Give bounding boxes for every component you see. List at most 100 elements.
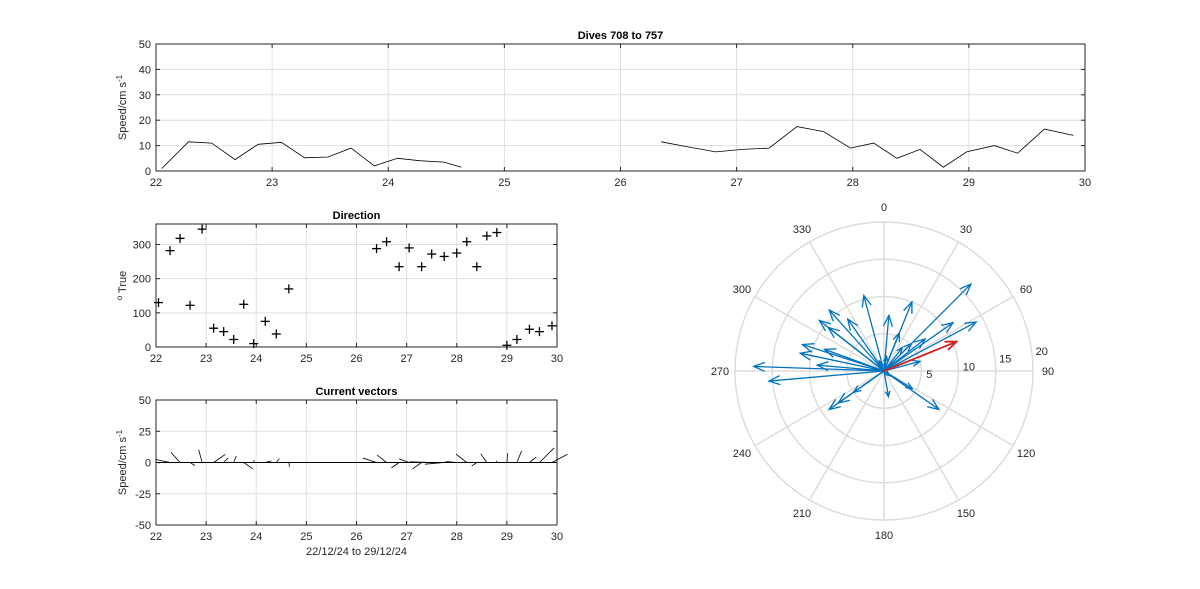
current-vector-stick — [516, 450, 522, 463]
speed-time-axes: 22 23 24 25 26 27 28 29 30 0 10 20 30 40 50 Dives 708 t… — [115, 30, 1091, 189]
current-arrow-shaft — [853, 370, 885, 393]
current-arrow-head — [798, 350, 813, 361]
direction-point — [502, 340, 512, 350]
r-tick-label: 5 — [926, 369, 932, 381]
current-arrow-shaft — [878, 360, 885, 372]
x-tick-label: 24 — [382, 177, 394, 189]
current-arrow-head — [941, 321, 955, 334]
y-tick-label: 30 — [139, 90, 151, 102]
current-vector-stick — [399, 458, 410, 463]
current-vector-stick — [158, 462, 160, 464]
x-tick-label: 26 — [350, 531, 362, 543]
current-arrow — [883, 337, 927, 372]
current-vector-stick — [362, 457, 377, 463]
direction-point — [219, 327, 229, 337]
theta-tick-label: 240 — [733, 448, 751, 460]
current-vector-stick — [391, 462, 400, 469]
current-arrow-shaft — [863, 295, 885, 372]
current-vector-stick — [265, 460, 272, 463]
polar-spoke — [808, 370, 885, 501]
current-arrow-shaft — [883, 370, 940, 410]
direction-point — [534, 327, 544, 337]
direction-point — [271, 329, 281, 339]
polar-spoke — [883, 370, 960, 501]
current-arrow — [883, 321, 978, 372]
current-arrow-shaft — [800, 352, 885, 372]
direction-point — [209, 323, 219, 333]
current-arrow — [822, 348, 885, 372]
current-arrow-head — [964, 321, 978, 332]
speed-series-line — [161, 141, 462, 169]
current-vector-stick — [455, 453, 468, 463]
current-arrow-shaft — [883, 370, 890, 397]
current-arrow-shaft — [817, 364, 885, 372]
current-arrow-head — [852, 385, 862, 394]
current-arrow-head — [800, 343, 815, 353]
current-arrow-head — [815, 360, 829, 372]
y-axis-label-sup: o — [115, 295, 124, 300]
current-vector-stick — [471, 462, 478, 467]
y-tick-label: 10 — [139, 141, 151, 153]
x-tick-label: 28 — [847, 177, 859, 189]
current-arrow — [751, 361, 885, 372]
current-arrow-shaft — [883, 283, 972, 372]
direction-point — [547, 321, 557, 331]
theta-tick-label: 30 — [960, 224, 972, 236]
direction-point — [427, 249, 437, 259]
current-arrow — [846, 317, 885, 372]
theta-tick-label: 150 — [957, 508, 975, 520]
current-arrow-head — [827, 399, 841, 411]
direction-point — [154, 298, 164, 308]
direction-point — [524, 324, 534, 334]
theta-tick-label: 210 — [793, 508, 811, 520]
current-arrow — [883, 300, 913, 372]
direction-point — [284, 284, 294, 294]
current-vector-stick — [189, 462, 196, 466]
direction-point — [452, 248, 462, 258]
r-tick-label: 15 — [999, 354, 1011, 366]
current-vector-stick — [288, 462, 290, 467]
current-arrow-head — [882, 313, 894, 327]
y-tick-label: 50 — [139, 395, 151, 407]
y-tick-label: 100 — [133, 308, 151, 320]
current-arrow-shaft — [883, 301, 913, 372]
x-tick-label: 30 — [551, 531, 563, 543]
current-vector-stick — [480, 453, 488, 463]
current-arrow-head — [903, 300, 913, 314]
current-arrow — [767, 370, 885, 386]
current-vector-stick — [155, 459, 171, 463]
current-arrow-head — [911, 359, 922, 367]
x-tick-label: 22 — [150, 531, 162, 543]
current-arrow — [815, 360, 885, 372]
current-vector-stick — [409, 461, 432, 463]
current-arrow-head — [878, 359, 885, 367]
mean-current-arrow-head — [944, 340, 959, 351]
current-arrow-head — [884, 390, 891, 399]
chart-title: Direction — [333, 210, 381, 222]
current-arrow-shaft — [753, 365, 885, 372]
direction-point — [229, 334, 239, 344]
y-axis-label-sup: -1 — [115, 74, 124, 82]
y-tick-label: 20 — [139, 115, 151, 127]
y-axis-label-text: Speed/cm s — [117, 437, 129, 496]
axes-border — [155, 43, 1086, 172]
y-tick-label: 25 — [139, 426, 151, 438]
y-axis-label-text: Speed/cm s — [117, 82, 129, 141]
current-vector-stick — [223, 457, 229, 463]
polar-spoke — [754, 370, 885, 447]
x-tick-label: 23 — [266, 177, 278, 189]
current-arrow-shaft — [883, 321, 977, 372]
current-arrow — [883, 282, 973, 372]
current-vector-stick — [495, 460, 498, 463]
current-arrow-head — [751, 361, 766, 372]
current-vector-stick — [233, 455, 237, 463]
current-vector-stick — [424, 462, 445, 465]
x-axis-label: 22/12/24 to 29/12/24 — [306, 546, 407, 558]
direction-point — [472, 262, 482, 272]
theta-tick-label: 270 — [711, 366, 729, 378]
current-arrow-head — [818, 319, 832, 332]
current-arrow-shaft — [883, 322, 954, 372]
direction-point — [492, 228, 502, 238]
y-axis-label: o True — [115, 271, 129, 301]
y-tick-label: 200 — [133, 274, 151, 286]
